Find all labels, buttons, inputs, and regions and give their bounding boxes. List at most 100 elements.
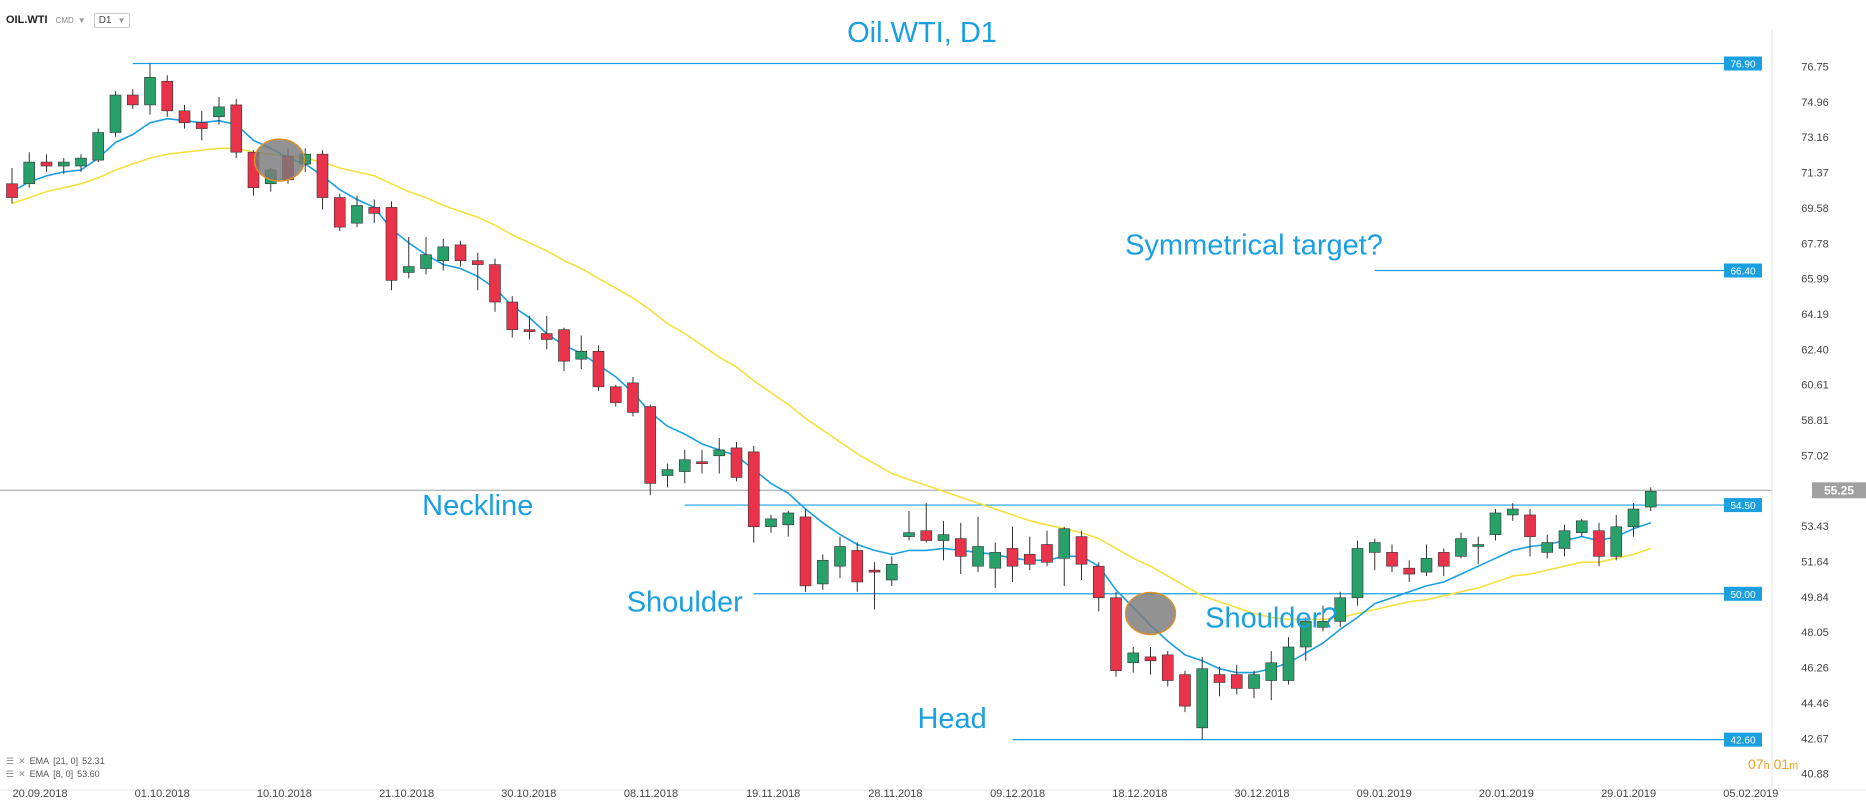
candle-body <box>799 516 812 587</box>
candle-body <box>1006 548 1019 567</box>
highlight-marker <box>253 138 306 182</box>
candle-bull <box>1541 534 1554 559</box>
candle-bear <box>558 327 570 372</box>
legend-item-ema8[interactable]: ☰ ✕ EMA [8, 0] 53.60 <box>6 768 105 781</box>
close-icon[interactable]: ✕ <box>18 756 26 766</box>
y-tick-label: 64.19 <box>1801 309 1829 321</box>
legend-item-ema21[interactable]: ☰ ✕ EMA [21, 0] 52.31 <box>6 755 105 768</box>
candle-body <box>747 451 760 528</box>
candle-body <box>1403 567 1416 575</box>
candle-body <box>40 161 53 167</box>
y-tick-label: 49.84 <box>1801 592 1829 604</box>
candle-bear <box>1144 647 1157 675</box>
candle-bull <box>1248 670 1260 699</box>
candle-bear <box>1230 664 1243 695</box>
x-tick-label: 20.09.2018 <box>12 788 67 800</box>
candle-bull <box>1058 526 1071 586</box>
candle-body <box>178 110 191 123</box>
candle-body <box>1196 668 1209 729</box>
candle-body <box>937 534 950 541</box>
timeframe-dropdown[interactable]: D1 ▼ <box>93 12 131 28</box>
candle-bear <box>1179 670 1191 713</box>
close-icon[interactable]: ✕ <box>18 769 26 779</box>
x-tick-label: 28.11.2018 <box>868 788 922 800</box>
candle-bear <box>471 252 484 291</box>
candle-bull <box>903 510 915 541</box>
candle-body <box>1386 552 1398 567</box>
y-tick-label: 74.96 <box>1801 97 1829 109</box>
candle-bull <box>713 438 726 474</box>
legend-label: EMA <box>29 756 50 766</box>
candle-bull <box>1644 487 1657 511</box>
legend-value: 53.60 <box>77 769 100 779</box>
candle-body <box>316 153 329 198</box>
candle-body <box>989 552 1002 569</box>
settings-icon[interactable]: ☰ <box>6 769 15 779</box>
annotation-label: Neckline <box>422 490 533 522</box>
candle-bear <box>1092 562 1105 612</box>
candle-bull <box>351 195 363 228</box>
candle-body <box>954 538 967 557</box>
x-tick-label: 21.10.2018 <box>379 788 434 800</box>
candle-bear <box>747 445 760 543</box>
y-tick-label: 67.78 <box>1801 238 1829 250</box>
candle-body <box>1489 512 1502 535</box>
candle-body <box>1317 621 1329 628</box>
candle-body <box>1248 674 1260 689</box>
candle-body <box>1110 597 1122 671</box>
candle-body <box>816 559 829 585</box>
candle-body <box>661 469 674 476</box>
y-tick-label: 44.46 <box>1801 698 1829 710</box>
candle-bull <box>1351 540 1364 606</box>
candle-body <box>144 77 156 106</box>
candle-body <box>644 406 657 484</box>
candle-bear <box>230 98 243 159</box>
candle-body <box>230 104 243 153</box>
x-tick-label: 19.11.2018 <box>746 788 800 800</box>
settings-icon[interactable]: ☰ <box>6 756 15 766</box>
level-label: 54.50 <box>1730 501 1755 512</box>
candle-body <box>1627 508 1640 528</box>
candle-body <box>1558 530 1571 549</box>
candle-bull <box>765 514 777 533</box>
candle-bull <box>1265 650 1278 701</box>
candle-body <box>1299 621 1312 648</box>
candle-body <box>1282 646 1295 681</box>
candle-bear <box>506 296 519 338</box>
candle-body <box>540 333 553 340</box>
candle-body <box>333 197 346 228</box>
current-price-tag <box>1812 482 1866 499</box>
candle-bear <box>385 201 398 291</box>
candle-body <box>1420 558 1433 573</box>
candle-body <box>1506 508 1519 516</box>
x-tick-label: 08.11.2018 <box>624 788 678 800</box>
candle-body <box>23 161 36 185</box>
candle-body <box>1230 674 1243 689</box>
instrument-type-dropdown[interactable]: CMD ▼ <box>56 16 86 25</box>
candle-body <box>195 122 208 129</box>
y-tick-label: 58.81 <box>1801 415 1829 427</box>
candle-bull <box>885 556 898 586</box>
candle-body <box>437 246 450 261</box>
candle-body <box>1127 652 1140 664</box>
y-tick-label: 60.61 <box>1801 380 1829 392</box>
candle-body <box>678 459 691 472</box>
annotation-label: Shoulder <box>627 587 743 619</box>
candle-body <box>6 183 18 198</box>
candle-bear <box>1075 530 1088 580</box>
candle-bear <box>868 562 881 610</box>
y-tick-label: 62.40 <box>1801 344 1829 356</box>
symbol-label[interactable]: OIL.WTI <box>6 14 48 26</box>
candle-bear <box>126 89 139 109</box>
timeframe-label: D1 <box>98 14 112 26</box>
x-tick-label: 09.01.2019 <box>1357 788 1412 800</box>
level-label: 42.60 <box>1730 736 1755 747</box>
candle-body <box>1334 597 1347 622</box>
level-tag <box>1724 56 1762 71</box>
candle-bear <box>40 154 53 172</box>
candle-body <box>57 161 70 167</box>
indicator-legend: ☰ ✕ EMA [21, 0] 52.31 ☰ ✕ EMA [8, 0] 53.… <box>6 755 105 781</box>
candle-bull <box>1334 591 1347 628</box>
candle-body <box>1524 514 1536 537</box>
